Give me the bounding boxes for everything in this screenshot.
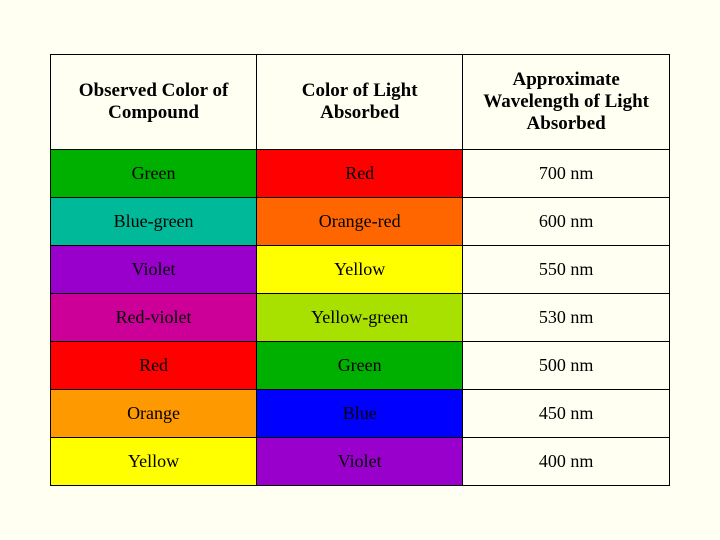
- cell-absorbed-color: Blue: [257, 390, 463, 438]
- table-row: YellowViolet400 nm: [51, 438, 670, 486]
- table-row: GreenRed700 nm: [51, 150, 670, 198]
- cell-absorbed-color: Yellow-green: [257, 294, 463, 342]
- header-wavelength: Approximate Wavelength of Light Absorbed: [463, 55, 670, 150]
- table-header-row: Observed Color of Compound Color of Ligh…: [51, 55, 670, 150]
- cell-observed-color: Red: [51, 342, 257, 390]
- cell-observed-color: Red-violet: [51, 294, 257, 342]
- color-absorption-table: Observed Color of Compound Color of Ligh…: [50, 54, 670, 486]
- cell-wavelength: 600 nm: [463, 198, 670, 246]
- cell-wavelength: 700 nm: [463, 150, 670, 198]
- cell-absorbed-color: Green: [257, 342, 463, 390]
- table-row: Red-violetYellow-green530 nm: [51, 294, 670, 342]
- cell-observed-color: Violet: [51, 246, 257, 294]
- cell-observed-color: Blue-green: [51, 198, 257, 246]
- cell-absorbed-color: Yellow: [257, 246, 463, 294]
- cell-observed-color: Orange: [51, 390, 257, 438]
- cell-wavelength: 500 nm: [463, 342, 670, 390]
- cell-wavelength: 450 nm: [463, 390, 670, 438]
- table-row: VioletYellow550 nm: [51, 246, 670, 294]
- table-body: GreenRed700 nmBlue-greenOrange-red600 nm…: [51, 150, 670, 486]
- header-absorbed-color: Color of Light Absorbed: [257, 55, 463, 150]
- color-absorption-table-container: Observed Color of Compound Color of Ligh…: [50, 54, 670, 486]
- table-header: Observed Color of Compound Color of Ligh…: [51, 55, 670, 150]
- cell-wavelength: 400 nm: [463, 438, 670, 486]
- header-observed-color: Observed Color of Compound: [51, 55, 257, 150]
- cell-wavelength: 530 nm: [463, 294, 670, 342]
- cell-observed-color: Yellow: [51, 438, 257, 486]
- cell-absorbed-color: Red: [257, 150, 463, 198]
- cell-observed-color: Green: [51, 150, 257, 198]
- cell-absorbed-color: Violet: [257, 438, 463, 486]
- cell-absorbed-color: Orange-red: [257, 198, 463, 246]
- table-row: RedGreen500 nm: [51, 342, 670, 390]
- table-row: Blue-greenOrange-red600 nm: [51, 198, 670, 246]
- cell-wavelength: 550 nm: [463, 246, 670, 294]
- table-row: OrangeBlue450 nm: [51, 390, 670, 438]
